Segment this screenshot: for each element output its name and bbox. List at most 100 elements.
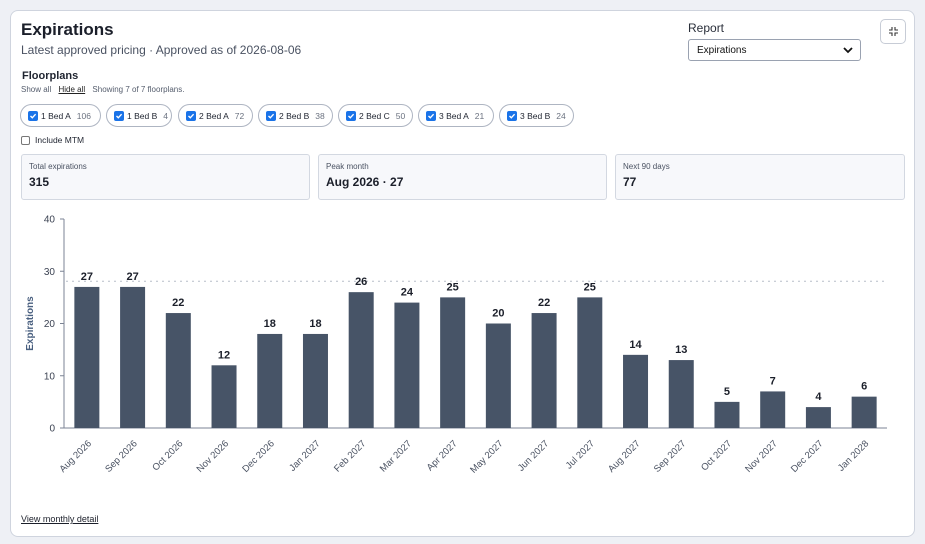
x-tick-label: Dec 2026 [240,438,277,475]
chart-bar [440,297,466,428]
bar-data-label: 27 [81,271,93,283]
bar-data-label: 26 [355,276,367,288]
stat-label: Peak month [326,162,369,171]
y-tick-label: 20 [44,319,56,330]
x-tick-label: Nov 2027 [743,438,780,475]
floorplan-pill-count: 24 [556,110,566,121]
chart-bar [165,313,191,428]
bar-data-label: 20 [492,308,504,320]
y-axis-label: Expirations [25,296,36,351]
stat-card: Total expirations 315 [21,154,310,200]
x-tick-label: Oct 2027 [699,438,734,473]
bar-data-label: 24 [401,287,414,299]
report-label: Report [688,21,725,35]
floorplan-pill-label: 2 Bed C [359,110,390,121]
stat-card: Peak month Aug 2026 · 27 [318,154,607,200]
show-all-link[interactable]: Show all [21,85,52,94]
x-tick-label: Sep 2026 [103,438,140,475]
x-tick-label: Oct 2026 [150,438,185,473]
checkbox-checked-icon[interactable] [114,110,124,121]
floorplan-pill-count: 72 [234,110,245,121]
page-title: Expirations [21,20,114,39]
bar-data-label: 14 [629,339,642,351]
checkbox-unchecked-icon[interactable] [21,135,30,145]
floorplan-pill[interactable]: 1 Bed B 4 [106,104,172,127]
checkbox-checked-icon[interactable] [346,110,356,121]
page-subtitle: Latest approved pricing · Approved as of… [21,43,302,57]
chart-bar [805,407,831,428]
bar-data-label: 7 [770,375,776,387]
bar-data-label: 27 [126,271,138,283]
y-tick-label: 10 [44,371,56,382]
chart-bar [851,396,877,428]
checkbox-checked-icon[interactable] [426,110,436,121]
report-select-value: Expirations [697,44,747,56]
floorplan-pill[interactable]: 2 Bed A 72 [178,104,253,127]
collapse-button[interactable] [880,19,906,44]
expirations-bar-chart: 0 10 20 30 40 Expirations 27 Aug 2026 27 Sep 2026… [25,215,887,476]
floorplan-pill-label: 2 Bed A [199,110,229,121]
checkbox-checked-icon[interactable] [186,110,196,121]
bar-data-label: 6 [861,381,867,393]
x-tick-label: Aug 2027 [606,438,643,475]
floorplans-links: Show all Hide all Showing 7 of 7 floorpl… [21,85,189,94]
floorplan-pill-label: 1 Bed B [127,110,158,121]
chart-bar [577,297,603,428]
chart-bar [120,286,146,428]
y-tick-label: 40 [44,215,56,226]
x-tick-label: Aug 2026 [57,438,94,475]
checkbox-checked-icon[interactable] [266,110,276,121]
chart-bar [531,313,557,428]
view-monthly-detail-link[interactable]: View monthly detail [21,514,99,524]
floorplan-pill-label: 2 Bed B [279,110,310,121]
floorplan-pill[interactable]: 2 Bed C 50 [338,104,413,127]
floorplan-pill[interactable]: 1 Bed A 106 [20,104,101,127]
include-mtm-toggle[interactable]: Include MTM [21,135,84,145]
hide-all-link[interactable]: Hide all [58,85,86,94]
floorplan-pill[interactable]: 3 Bed B 24 [499,104,574,127]
stat-card: Next 90 days 77 [615,154,905,200]
chart-bar [302,333,328,428]
y-tick-label: 0 [49,424,55,435]
bar-data-label: 22 [172,297,184,309]
floorplan-pill-count: 38 [315,110,325,121]
floorplan-pill-count: 4 [163,110,168,121]
bar-data-label: 22 [538,297,550,309]
chart-bar [74,286,100,428]
x-tick-label: Jan 2028 [836,438,871,473]
x-tick-label: Jul 2027 [564,438,597,471]
x-tick-label: Jan 2027 [287,438,322,473]
report-select[interactable]: Expirations [688,39,861,61]
floorplan-pill-label: 1 Bed A [41,110,71,121]
x-tick-label: Apr 2027 [425,438,460,473]
chart-bar [668,360,694,428]
floorplan-pill-count: 50 [395,110,406,121]
bar-data-label: 5 [724,386,730,398]
x-tick-label: Dec 2027 [789,438,826,475]
x-tick-label: May 2027 [468,438,505,475]
floorplan-pill[interactable]: 2 Bed B 38 [258,104,333,127]
x-tick-label: Feb 2027 [332,438,368,474]
include-mtm-label: Include MTM [35,135,85,145]
floorplans-count-text: Showing 7 of 7 floorplans. [92,85,185,94]
floorplan-pill-label: 3 Bed A [439,110,469,121]
chart-bar [348,292,374,428]
chart-bar [394,302,420,428]
floorplan-pill[interactable]: 3 Bed A 21 [418,104,494,127]
x-tick-label: Nov 2026 [195,438,232,475]
bar-data-label: 4 [815,391,822,403]
bar-data-label: 13 [675,344,687,356]
bar-data-label: 12 [218,349,230,361]
stat-label: Next 90 days [623,162,670,171]
stat-value: Aug 2026 · 27 [326,175,404,189]
x-tick-label: Sep 2027 [652,438,689,475]
floorplans-title: Floorplans [22,70,79,82]
stat-value: 77 [623,175,637,189]
checkbox-checked-icon[interactable] [507,110,517,121]
chart-bar [623,354,649,428]
floorplan-pill-count: 21 [474,110,485,121]
floorplan-pill-count: 106 [76,110,91,121]
x-tick-label: Jun 2027 [516,438,551,473]
checkbox-checked-icon[interactable] [28,110,38,121]
chart-bar [211,365,237,428]
